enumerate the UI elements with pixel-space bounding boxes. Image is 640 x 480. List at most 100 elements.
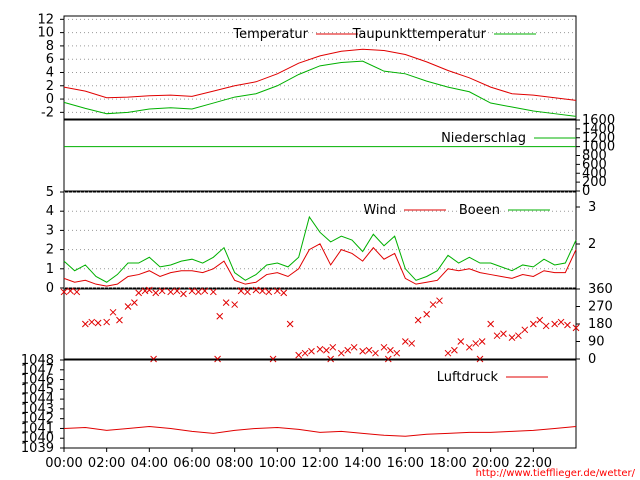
direction-point: [344, 346, 352, 354]
direction-point: [280, 289, 288, 297]
direction-point: [529, 320, 537, 328]
credit-text: http://www.tiefflieger.de/wetter/: [476, 468, 636, 479]
direction-point: [222, 299, 230, 306]
direction-point: [465, 343, 473, 351]
direction-point: [124, 303, 132, 310]
y2-tick-label: 90: [588, 335, 605, 350]
direction-point: [103, 318, 111, 326]
series-line-0: [63, 425, 577, 437]
series-line-0: [63, 48, 577, 101]
legend-label: Taupunkttemperatur: [352, 27, 487, 42]
direction-point: [408, 340, 416, 347]
direction-point: [487, 320, 495, 328]
y-tick-label: 200: [582, 175, 607, 190]
direction-point: [214, 355, 221, 363]
y2-tick-label: 3: [588, 200, 596, 215]
direction-point: [150, 355, 157, 363]
x-tick-label: 16:00: [387, 456, 424, 471]
y-tick-label: 12: [37, 12, 54, 27]
y-tick-label: 1: [46, 262, 54, 277]
direction-point: [393, 349, 401, 357]
direction-point: [542, 322, 550, 330]
series-line-1: [63, 215, 577, 283]
series-line-1: [63, 60, 577, 117]
direction-point: [493, 332, 501, 340]
direction-point: [337, 349, 345, 357]
direction-point: [436, 297, 443, 305]
y2-tick-label: 180: [588, 317, 613, 332]
y-tick-label: 4: [46, 204, 54, 219]
direction-point: [152, 289, 160, 297]
x-tick-label: 22:00: [515, 456, 552, 471]
direction-point: [167, 288, 175, 296]
direction-point: [359, 347, 367, 355]
direction-point: [323, 346, 330, 354]
legend-label: Niederschlag: [441, 131, 526, 146]
direction-point: [350, 343, 358, 351]
y-tick-label: 1045: [21, 382, 54, 397]
y-tick-label: -2: [41, 105, 54, 120]
legend-label: Temperatur: [232, 27, 308, 42]
y-tick-label: 800: [582, 149, 607, 164]
x-tick-label: 04:00: [131, 456, 168, 471]
y-tick-label: 1044: [21, 392, 54, 407]
direction-point: [444, 349, 452, 357]
direction-point: [536, 316, 544, 324]
y-tick-label: 2: [46, 79, 54, 94]
series-line-0: [63, 243, 577, 287]
x-tick-label: 20:00: [472, 456, 509, 471]
x-tick-label: 02:00: [88, 456, 125, 471]
direction-point: [216, 312, 224, 320]
direction-point: [145, 286, 153, 294]
panel-wind: 0 1 2 3 4 5 2 3 Wind Boeen: [46, 185, 597, 296]
direction-point: [237, 287, 245, 295]
panel-pressure: 1039104010411042104310441045104610471048…: [21, 353, 577, 456]
y2-tick-label: 360: [588, 282, 613, 297]
direction-point: [557, 318, 565, 326]
y-tick-label: 0: [46, 92, 54, 107]
direction-point: [372, 349, 379, 357]
direction-point: [252, 286, 260, 294]
y-tick-label: 1039: [21, 441, 54, 456]
direction-point: [508, 334, 516, 341]
y-tick-label: 1200: [582, 131, 615, 146]
direction-point: [472, 340, 480, 347]
direction-point: [515, 332, 522, 340]
direction-point: [94, 319, 102, 327]
y-tick-label: 0: [582, 184, 590, 199]
direction-point: [158, 287, 166, 295]
panel-frame: [63, 15, 577, 120]
direction-point: [67, 287, 74, 295]
y-tick-label: 2: [46, 243, 54, 258]
y-tick-label: 8: [46, 39, 54, 54]
direction-point: [88, 318, 96, 326]
y-tick-label: 1047: [21, 363, 54, 378]
direction-point: [476, 355, 484, 363]
y2-tick-label: 270: [588, 300, 613, 315]
direction-point: [244, 288, 251, 296]
legend-label: Boeen: [459, 203, 500, 218]
direction-point: [414, 316, 422, 324]
x-tick-label: 06:00: [173, 456, 210, 471]
x-axis: 00:00 02:00 04:00 06:00 08:00 10:00 12:00 14:00…: [45, 448, 552, 471]
direction-point: [457, 338, 465, 345]
y-tick-label: 6: [46, 52, 54, 67]
y2-tick-label: 0: [588, 352, 596, 367]
direction-point: [73, 288, 81, 296]
direction-point: [316, 345, 324, 353]
direction-point: [301, 349, 309, 357]
direction-point: [209, 288, 217, 296]
legend-label: Luftdruck: [437, 370, 499, 385]
direction-point: [131, 299, 138, 306]
y-tick-label: 0: [46, 281, 54, 296]
direction-point: [109, 308, 117, 316]
direction-point: [423, 310, 431, 318]
y-tick-label: 1000: [582, 140, 615, 155]
y-tick-label: 5: [46, 185, 54, 200]
direction-point: [384, 355, 392, 363]
y-tick-label: 1040: [21, 431, 54, 446]
direction-point: [572, 324, 580, 332]
y-tick-label: 1046: [21, 373, 54, 388]
